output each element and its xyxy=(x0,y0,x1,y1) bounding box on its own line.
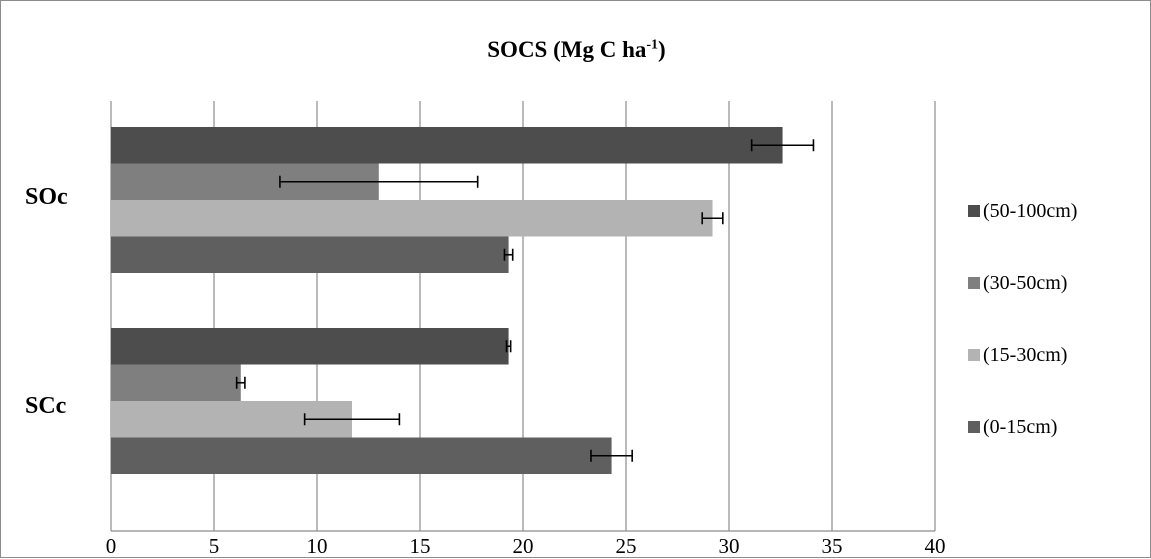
x-tick-label-20: 20 xyxy=(512,534,534,558)
x-tick-label-35: 35 xyxy=(821,534,843,558)
legend-label: (30-50cm) xyxy=(983,271,1068,294)
legend-item-50-100cm: (50-100cm) xyxy=(968,199,1077,223)
legend-swatch-30-50cm xyxy=(968,277,980,289)
category-label-scc: SCc xyxy=(25,393,67,419)
legend-item-30-50cm: (30-50cm) xyxy=(968,271,1077,295)
bar-soc-50-100cm xyxy=(111,127,783,164)
legend-label: (50-100cm) xyxy=(983,199,1078,222)
legend-swatch-50-100cm xyxy=(968,205,980,217)
chart-title: SOCS (Mg C ha-1) xyxy=(1,37,1151,63)
bar-soc-15-30cm xyxy=(111,200,713,237)
x-tick-label-10: 10 xyxy=(306,534,328,558)
bar-scc-0-15cm xyxy=(111,437,612,474)
chart-title-tail: ) xyxy=(658,37,666,62)
x-tick-label-0: 0 xyxy=(105,534,117,558)
x-tick-label-40: 40 xyxy=(924,534,946,558)
category-label-soc: SOc xyxy=(25,184,68,210)
bar-soc-0-15cm xyxy=(111,236,509,273)
legend-item-15-30cm: (15-30cm) xyxy=(968,343,1077,367)
legend-item-0-15cm: (0-15cm) xyxy=(968,415,1077,439)
legend-swatch-15-30cm xyxy=(968,349,980,361)
x-tick-label-15: 15 xyxy=(409,534,431,558)
chart-title-superscript: -1 xyxy=(646,37,659,53)
legend: (50-100cm) (30-50cm) (15-30cm) (0-15cm) xyxy=(968,199,1077,487)
x-tick-label-30: 30 xyxy=(718,534,740,558)
legend-label: (15-30cm) xyxy=(983,343,1068,366)
x-tick-label-5: 5 xyxy=(208,534,220,558)
x-tick-label-25: 25 xyxy=(615,534,637,558)
bar-scc-30-50cm xyxy=(111,364,241,401)
chart-title-main: SOCS (Mg C ha xyxy=(487,37,647,62)
bar-scc-50-100cm xyxy=(111,328,509,365)
legend-label: (0-15cm) xyxy=(983,415,1058,438)
legend-swatch-0-15cm xyxy=(968,421,980,433)
